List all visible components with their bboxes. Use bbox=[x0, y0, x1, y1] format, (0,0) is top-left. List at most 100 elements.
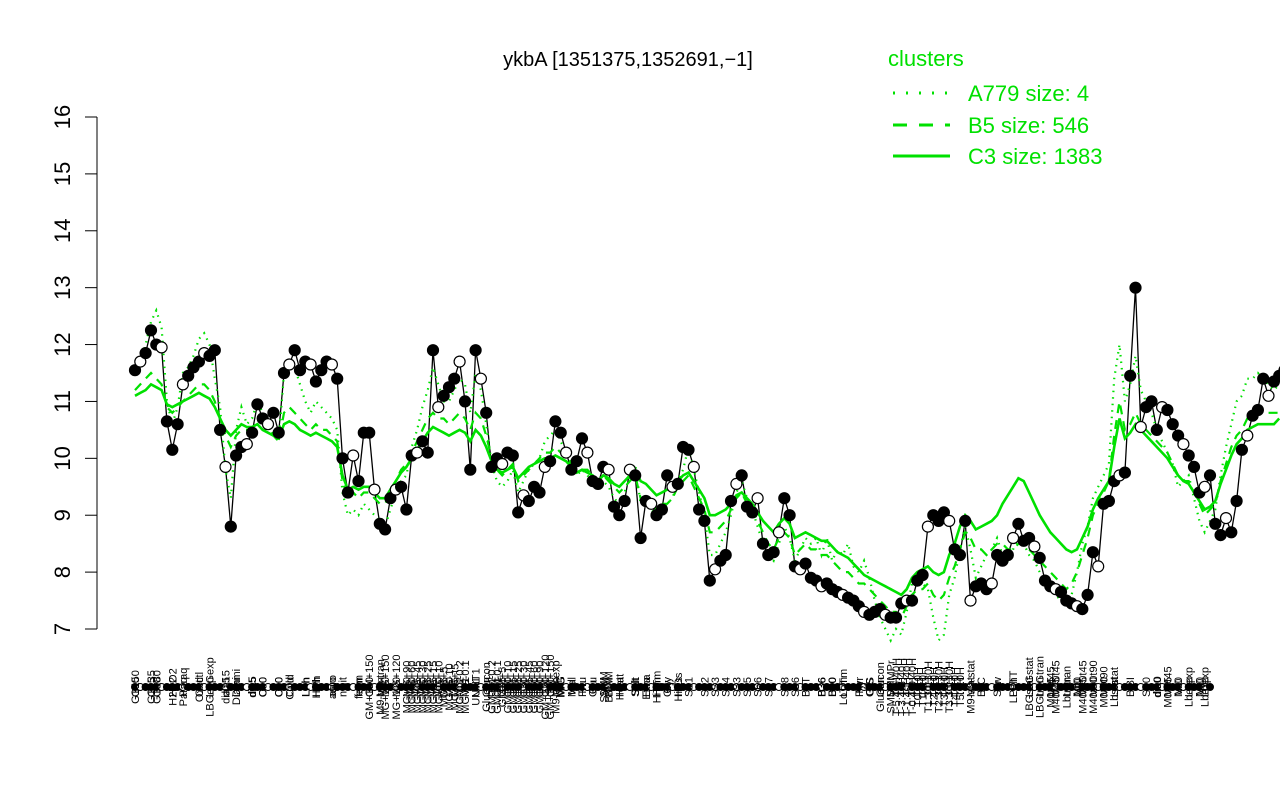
data-point bbox=[304, 358, 317, 371]
data-point bbox=[645, 497, 658, 510]
x-tick-label: T2.0H bbox=[928, 677, 940, 707]
data-point bbox=[272, 426, 285, 439]
x-tick-label-lower: G180 bbox=[151, 670, 163, 697]
data-point bbox=[384, 492, 397, 505]
x-tick-label: MG+t5 bbox=[449, 677, 461, 710]
x-tick-label-lower: T2.0H bbox=[928, 667, 940, 697]
x-tick-label: T-5.40H bbox=[891, 677, 903, 716]
x-tick-label-lower: Glu bbox=[588, 680, 600, 697]
x-tick-label-lower: GM+90 bbox=[534, 661, 546, 697]
data-point bbox=[778, 492, 791, 505]
x-tick-label-lower: G/S bbox=[864, 678, 876, 697]
data-point bbox=[767, 546, 780, 559]
x-tick-label: GM+15 bbox=[508, 677, 520, 713]
data-point bbox=[315, 364, 328, 377]
x-tick-label-lower: M9-stat bbox=[966, 660, 978, 697]
legend-entry-c3: C3 size: 1383 bbox=[968, 144, 1103, 169]
data-point bbox=[682, 443, 695, 456]
data-point bbox=[1262, 389, 1275, 402]
data-point bbox=[533, 486, 546, 499]
x-tick-label: HPh bbox=[311, 677, 323, 698]
x-tick-label: Glu bbox=[588, 677, 600, 694]
x-tick-label-lower: Mal bbox=[566, 679, 578, 697]
x-tick-label-lower: M9-exp bbox=[550, 660, 562, 697]
data-point bbox=[1124, 369, 1137, 382]
x-tick-label-lower: Pyr bbox=[854, 680, 866, 697]
x-tick-label: MG+5 bbox=[439, 677, 451, 707]
x-tick-label: Mt0 bbox=[1194, 677, 1206, 695]
x-tick-label: C90 bbox=[258, 677, 270, 697]
x-tick-label: BT bbox=[801, 677, 813, 691]
x-tick-label-lower: M/G bbox=[556, 676, 568, 697]
data-point bbox=[1012, 517, 1025, 530]
data-point bbox=[1251, 403, 1265, 417]
x-tick-label-lower: T2.30H bbox=[934, 661, 946, 697]
x-tick-label: LBGstat bbox=[1024, 677, 1036, 717]
x-tick-label: HiTm bbox=[652, 677, 664, 703]
x-tick-label: Oxctl bbox=[194, 677, 206, 702]
x-tick-label: H2O2 bbox=[167, 677, 179, 706]
x-tick-label: nit bbox=[338, 677, 350, 689]
x-tick-label-lower: GM+45 bbox=[524, 661, 536, 697]
data-point bbox=[512, 506, 525, 519]
data-point bbox=[1214, 528, 1227, 542]
x-tick-label-lower: UNT1 bbox=[471, 668, 483, 697]
x-tick-label-lower: S4 bbox=[721, 684, 733, 697]
data-point bbox=[1129, 281, 1142, 294]
data-point bbox=[432, 401, 445, 414]
x-tick-label: Heat bbox=[614, 677, 626, 700]
data-point bbox=[1166, 418, 1179, 431]
x-tick-label-lower: LPhT bbox=[1008, 670, 1020, 697]
data-point bbox=[139, 347, 152, 360]
data-point bbox=[735, 469, 748, 482]
x-tick-label-lower: C30 bbox=[274, 677, 286, 697]
y-tick-label: 10 bbox=[50, 446, 75, 470]
x-tick-label-lower: T3.0H bbox=[939, 667, 951, 697]
x-tick-label: Sw bbox=[992, 677, 1004, 692]
data-point bbox=[352, 475, 365, 488]
series-line-solid bbox=[134, 382, 1280, 597]
y-tick-label: 9 bbox=[50, 509, 75, 521]
x-tick-label-lower: M0t90 bbox=[1099, 666, 1111, 697]
x-tick-label-lower: GM+5 bbox=[497, 667, 509, 697]
x-tick-label-lower: Fru bbox=[577, 681, 589, 698]
x-tick-label: GM+30 bbox=[518, 677, 530, 713]
y-tick-label: 11 bbox=[50, 390, 75, 413]
x-tick-label: dia5 bbox=[247, 677, 259, 698]
x-tick-label: MG+90 bbox=[401, 677, 413, 713]
x-tick-label: LBGexp bbox=[205, 677, 217, 717]
x-tick-label: GM+60 bbox=[529, 677, 541, 713]
x-tick-label-lower: Lbexp bbox=[1200, 667, 1212, 697]
x-tick-label: B36 bbox=[817, 677, 829, 697]
x-tick-label-lower: MG+90 bbox=[401, 661, 413, 697]
data-point bbox=[554, 426, 567, 439]
data-point bbox=[171, 418, 184, 431]
x-tick-label: MG+25 bbox=[423, 677, 435, 713]
x-tick-label: MG-0.2 bbox=[455, 677, 467, 714]
x-tick-label: GM+150 bbox=[364, 677, 376, 720]
x-tick-label: GM-0.2 bbox=[487, 677, 499, 714]
data-point bbox=[331, 372, 344, 385]
x-tick-label-lower: B60 bbox=[827, 677, 839, 697]
x-tick-label: S3 bbox=[731, 677, 743, 690]
x-tick-label-lower: nit bbox=[338, 685, 350, 697]
x-tick-label: MG+15 bbox=[428, 677, 440, 713]
x-tick-label-lower: SMM bbox=[598, 671, 610, 697]
data-point bbox=[746, 506, 759, 519]
x-tick-label-lower: S3 bbox=[731, 684, 743, 697]
x-tick-label: GM-0.1 bbox=[492, 677, 504, 714]
x-tick-label: M0t90 bbox=[1099, 677, 1111, 708]
data-point bbox=[1086, 546, 1100, 559]
x-tick-label: BI bbox=[1125, 677, 1137, 687]
data-point bbox=[214, 423, 227, 436]
x-tick-label-lower: Diami bbox=[231, 669, 243, 697]
y-tick-label: 15 bbox=[50, 162, 75, 186]
x-tick-label: Fru bbox=[577, 677, 589, 694]
data-point bbox=[1241, 429, 1254, 442]
x-tick-label-lower: M40t90 bbox=[1088, 660, 1100, 697]
x-tick-label: GM+120 bbox=[540, 677, 552, 720]
x-tick-label: SMM bbox=[598, 677, 610, 703]
x-tick-label: Mt0 bbox=[1173, 677, 1185, 695]
x-tick-label-lower: Lbstat bbox=[1109, 667, 1121, 697]
x-tick-label: GM+25 bbox=[513, 677, 525, 713]
